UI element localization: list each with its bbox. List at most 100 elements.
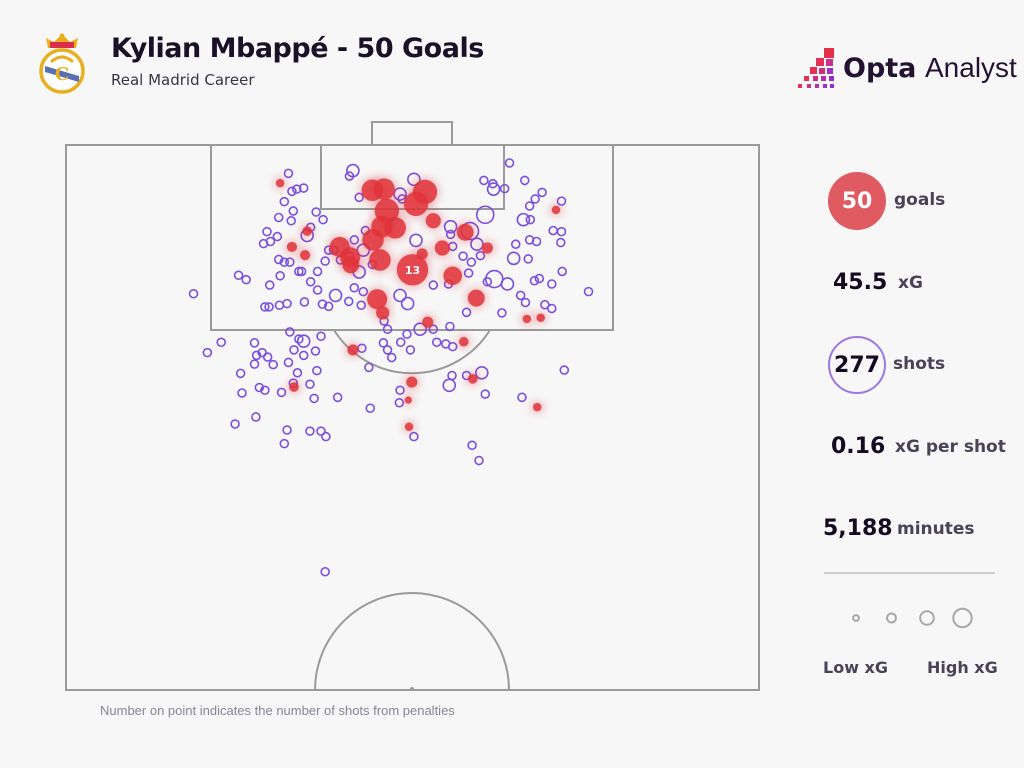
- shot-point: [510, 239, 521, 249]
- brand-bold: Opta: [843, 53, 917, 84]
- shot-point: [499, 183, 510, 194]
- opta-pixel-icon: [798, 48, 834, 88]
- shot-point: [251, 412, 261, 422]
- xg-per-shot-label: xG per shot: [895, 437, 1006, 457]
- shot-point: [241, 274, 251, 285]
- shot-point: [311, 207, 321, 217]
- shot-point: [405, 345, 416, 355]
- shot-point: [556, 226, 567, 237]
- xg-label: xG: [898, 273, 923, 293]
- shot-point: [531, 236, 542, 247]
- shot-point: [316, 426, 326, 436]
- goals-layer: 13: [272, 175, 564, 435]
- shot-point: [289, 345, 299, 355]
- shot-point: [264, 280, 275, 290]
- shot-point: [298, 183, 309, 193]
- goal-point: [467, 373, 478, 384]
- shot-point: [365, 403, 376, 414]
- shot-point: [479, 175, 489, 186]
- legend-low-label: Low xG: [823, 658, 888, 677]
- shot-point: [285, 257, 295, 267]
- shot-point: [431, 337, 442, 348]
- shot-point: [409, 233, 423, 248]
- goal-point: [275, 178, 285, 188]
- goal-point: [406, 376, 418, 388]
- shot-point: [458, 251, 468, 261]
- shot-point: [364, 362, 374, 373]
- shot-point: [230, 419, 240, 429]
- shot-point: [305, 379, 315, 390]
- shot-point: [320, 566, 330, 577]
- legend-size-circle: [919, 610, 935, 626]
- shot-point: [382, 324, 393, 334]
- shot-point: [382, 345, 393, 355]
- shot-point: [482, 277, 493, 287]
- shot-point: [287, 186, 297, 197]
- shot-point: [332, 392, 343, 403]
- shot-point: [395, 337, 406, 348]
- legend-high-label: High xG: [927, 658, 998, 677]
- shot-point: [474, 455, 484, 466]
- goal-point: [551, 205, 561, 215]
- footnote: Number on point indicates the number of …: [100, 703, 455, 718]
- shot-point: [274, 300, 285, 311]
- goal-point: [532, 402, 542, 412]
- shot-point: [517, 392, 527, 403]
- shot-point: [275, 271, 285, 281]
- shot-point: [386, 352, 397, 363]
- shot-point: [276, 387, 287, 398]
- shot-point: [318, 214, 328, 225]
- shot-point: [312, 365, 322, 376]
- goal-point: [286, 241, 298, 253]
- shot-point: [583, 286, 594, 297]
- legend-size-circle: [886, 612, 897, 624]
- real-madrid-crest-logo: C: [38, 30, 86, 94]
- shot-point: [265, 236, 276, 247]
- shot-point: [285, 327, 295, 337]
- shot-point: [316, 331, 326, 342]
- shot-point: [292, 368, 303, 378]
- shot-point: [559, 365, 570, 375]
- shot-point: [296, 334, 311, 349]
- shot-point: [402, 329, 412, 339]
- shot-point: [323, 301, 334, 312]
- brand-light: Analyst: [925, 52, 1017, 83]
- legend-size-circle: [852, 614, 860, 622]
- goals-value: 50: [841, 188, 873, 214]
- xg-per-shot-value: 0.16: [831, 434, 886, 459]
- shot-point: [537, 187, 547, 198]
- shot-point: [282, 298, 292, 309]
- penalty-goal-point: [396, 254, 429, 286]
- legend-size-circle: [952, 607, 973, 629]
- goal-point: [299, 249, 311, 261]
- shot-point: [310, 346, 321, 356]
- goal-point: [458, 336, 469, 347]
- shot-point: [461, 307, 472, 318]
- shot-point: [312, 285, 323, 295]
- shot-point: [393, 288, 407, 303]
- shot-point: [515, 290, 526, 301]
- shot-point: [233, 270, 244, 281]
- shot-point: [294, 334, 304, 344]
- shot-point: [283, 357, 294, 368]
- minutes-label: minutes: [897, 519, 975, 539]
- shot-point: [264, 302, 274, 312]
- shot-point: [273, 212, 284, 223]
- shot-point: [291, 184, 302, 194]
- shot-point: [447, 370, 457, 381]
- shot-point: [447, 341, 458, 352]
- shot-point: [530, 194, 540, 204]
- shot-point: [547, 303, 557, 314]
- shot-point: [260, 385, 270, 396]
- shot-point: [467, 440, 477, 451]
- shot-point: [268, 359, 278, 370]
- centre-circle: [314, 592, 510, 691]
- shot-point: [519, 175, 530, 186]
- goal-point: [347, 344, 359, 356]
- xg-size-legend: [852, 607, 973, 629]
- shot-point: [262, 352, 273, 362]
- svg-text:C: C: [55, 64, 69, 85]
- shot-point: [272, 231, 283, 242]
- shot-point: [466, 257, 477, 267]
